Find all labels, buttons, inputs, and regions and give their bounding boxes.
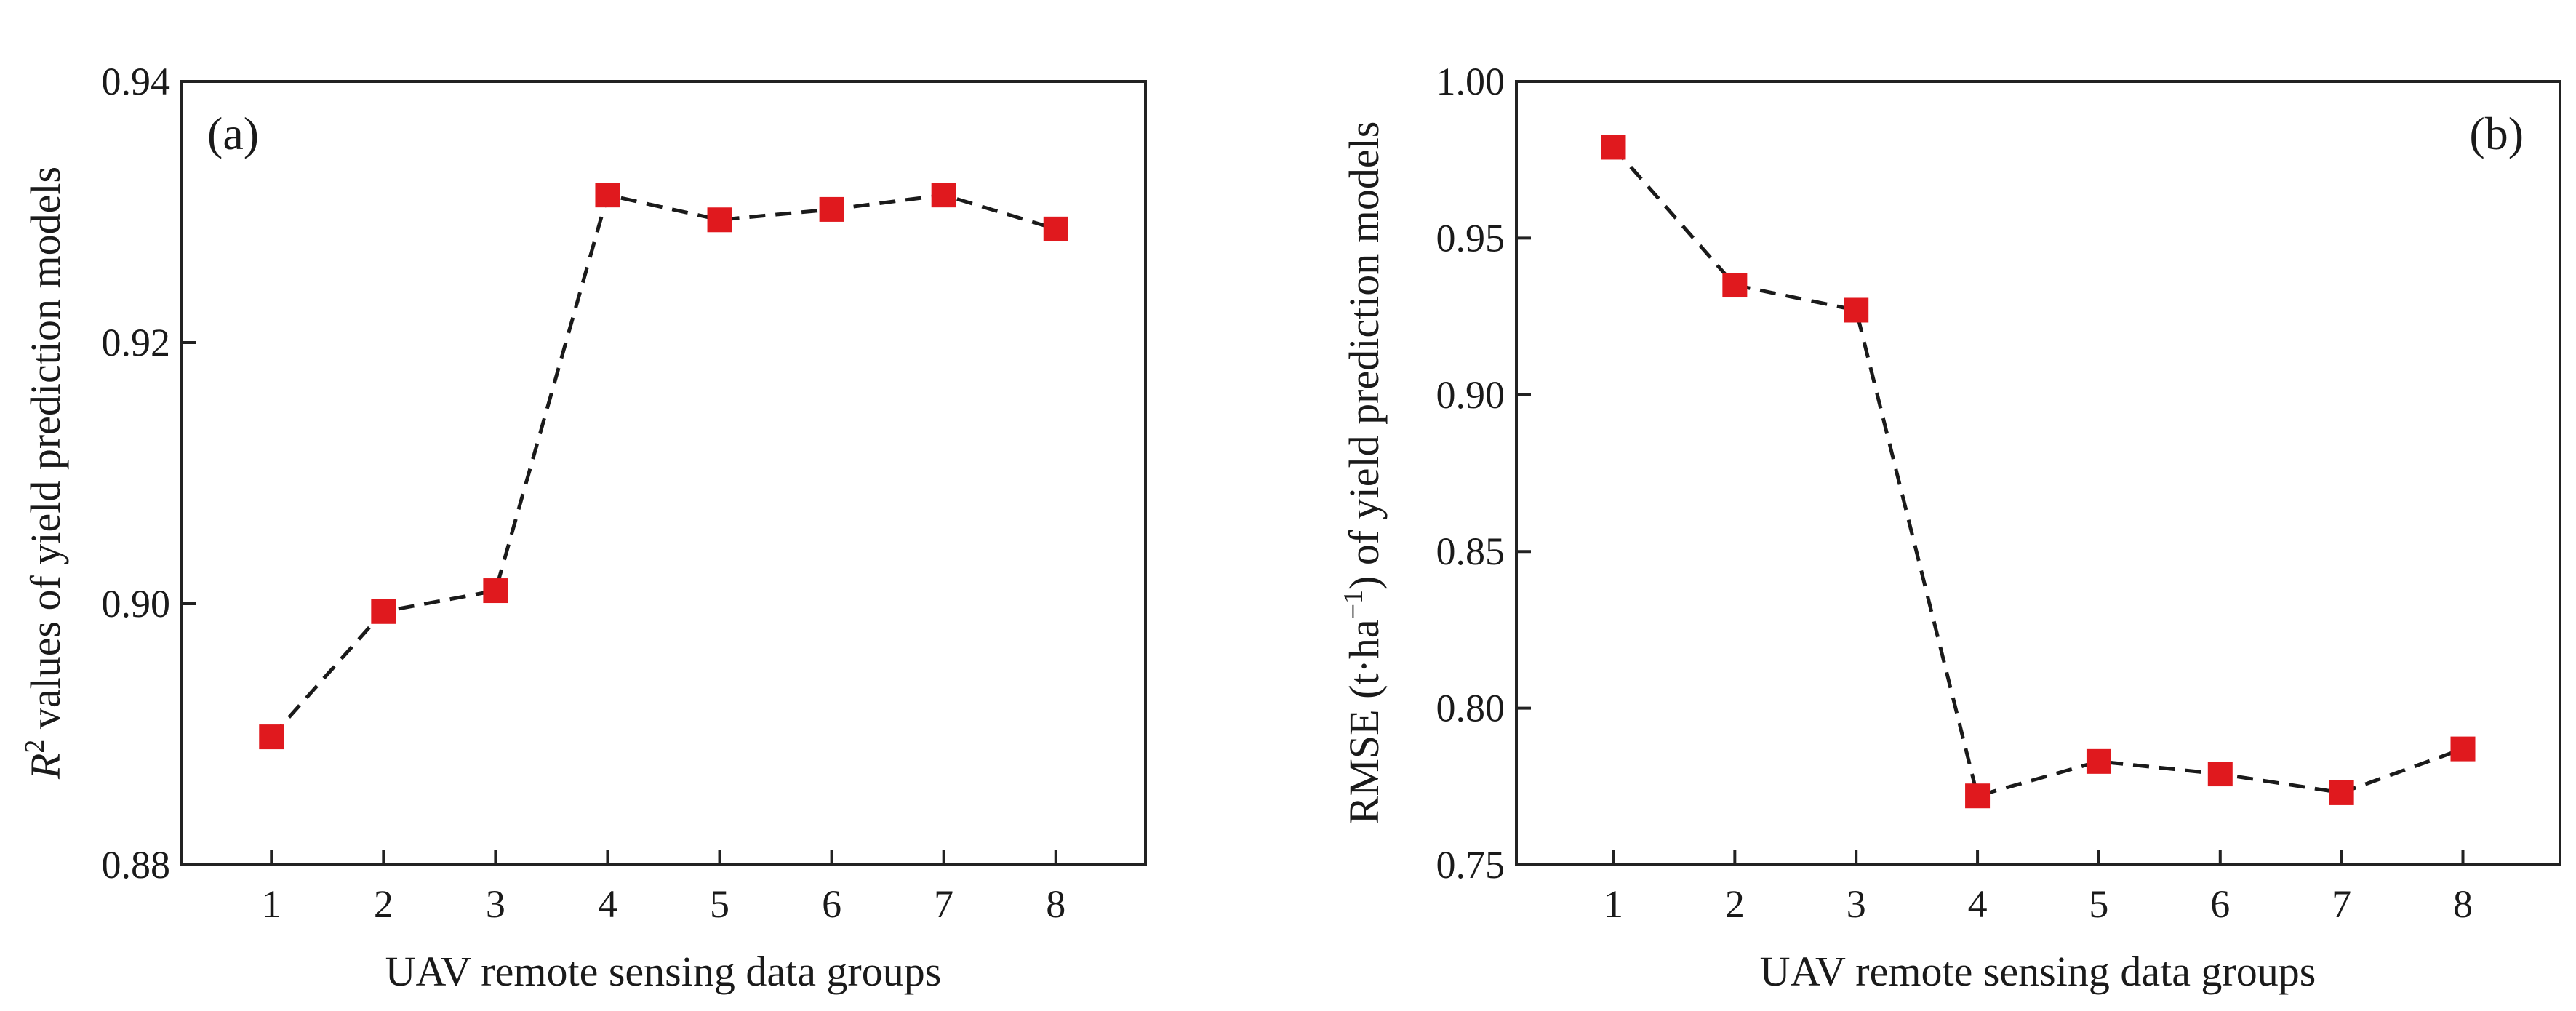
- data-point: [2086, 748, 2111, 774]
- chart-panel-a: 0.88 0.90 0.92 0.94 1 2 3 4 5 6 7 8 (a) UAV remote…: [20, 60, 1147, 995]
- y-tick-label: 0.95: [1436, 216, 1505, 260]
- data-point: [1722, 273, 1748, 298]
- x-tick-label: 6: [2210, 882, 2230, 926]
- y-tick-label: 0.90: [102, 582, 171, 626]
- data-point: [819, 196, 844, 222]
- x-axis-label: UAV remote sensing data groups: [385, 948, 942, 995]
- y-tick-label: 0.75: [1436, 843, 1505, 887]
- x-axis-label: UAV remote sensing data groups: [1760, 948, 2316, 995]
- y-label-post: ) of yield prediction models: [1340, 121, 1388, 590]
- x-tick-label: 6: [822, 882, 841, 926]
- y-tick-label: 1.00: [1436, 60, 1505, 103]
- x-tick-label: 1: [1604, 882, 1623, 926]
- y-axis-label: R2 values of yield prediction models: [20, 167, 69, 780]
- x-tick-label: 2: [374, 882, 393, 926]
- x-tick-label: 3: [1847, 882, 1866, 926]
- data-point: [1965, 783, 1991, 809]
- x-tick-label: 7: [2332, 882, 2351, 926]
- series-line: [1612, 145, 2464, 799]
- y-tick-label: 0.94: [102, 60, 171, 103]
- data-markers: [259, 183, 1068, 750]
- x-tick-label: 5: [710, 882, 729, 926]
- data-point: [1043, 216, 1068, 241]
- data-point: [259, 724, 284, 750]
- data-point: [2207, 762, 2233, 787]
- x-tick-label: 1: [262, 882, 281, 926]
- y-label-superscript: 2: [20, 740, 50, 754]
- data-point: [483, 578, 508, 604]
- y-tick-label: 0.80: [1436, 687, 1505, 730]
- data-point: [707, 207, 732, 233]
- data-point: [1601, 135, 1626, 160]
- x-tick-label: 8: [1046, 882, 1065, 926]
- x-tick-label: 4: [1968, 882, 1988, 926]
- y-ticks: 0.75 0.80 0.85 0.90 0.95 1.00: [1436, 60, 1531, 887]
- y-tick-label: 0.88: [102, 843, 171, 887]
- data-point: [931, 183, 956, 208]
- x-ticks: 1 2 3 4 5 6 7 8: [262, 850, 1065, 926]
- y-ticks: 0.88 0.90 0.92 0.94: [102, 60, 196, 887]
- series-line: [270, 193, 1057, 738]
- x-tick-label: 4: [598, 882, 617, 926]
- plot-frame: [180, 80, 1147, 866]
- panel-label: (b): [2469, 108, 2524, 159]
- y-axis-label: RMSE (t·ha−1) of yield prediction models: [1338, 121, 1388, 825]
- y-label-rest: values of yield prediction models: [22, 167, 69, 740]
- y-label-superscript: −1: [1338, 590, 1369, 619]
- y-tick-label: 0.90: [1436, 373, 1505, 417]
- data-point: [595, 183, 620, 208]
- y-tick-label: 0.92: [102, 321, 171, 364]
- data-point: [371, 599, 396, 624]
- y-tick-label: 0.85: [1436, 530, 1505, 573]
- data-markers: [1601, 135, 2476, 809]
- x-tick-label: 2: [1725, 882, 1745, 926]
- data-point: [2329, 780, 2354, 805]
- y-label-italic: R: [22, 754, 69, 780]
- x-tick-label: 3: [486, 882, 505, 926]
- panel-label: (a): [207, 108, 259, 159]
- x-tick-label: 5: [2089, 882, 2108, 926]
- data-point: [2450, 736, 2476, 762]
- plot-frame: [1515, 80, 2561, 866]
- chart-panel-b: 0.75 0.80 0.85 0.90 0.95 1.00 1 2 3 4 5 6 7 8 (b) UA…: [1338, 60, 2561, 995]
- x-ticks: 1 2 3 4 5 6 7 8: [1604, 850, 2473, 926]
- data-point: [1844, 297, 1869, 323]
- x-tick-label: 8: [2453, 882, 2473, 926]
- y-label-pre: RMSE (t·ha: [1340, 619, 1388, 824]
- x-tick-label: 7: [934, 882, 953, 926]
